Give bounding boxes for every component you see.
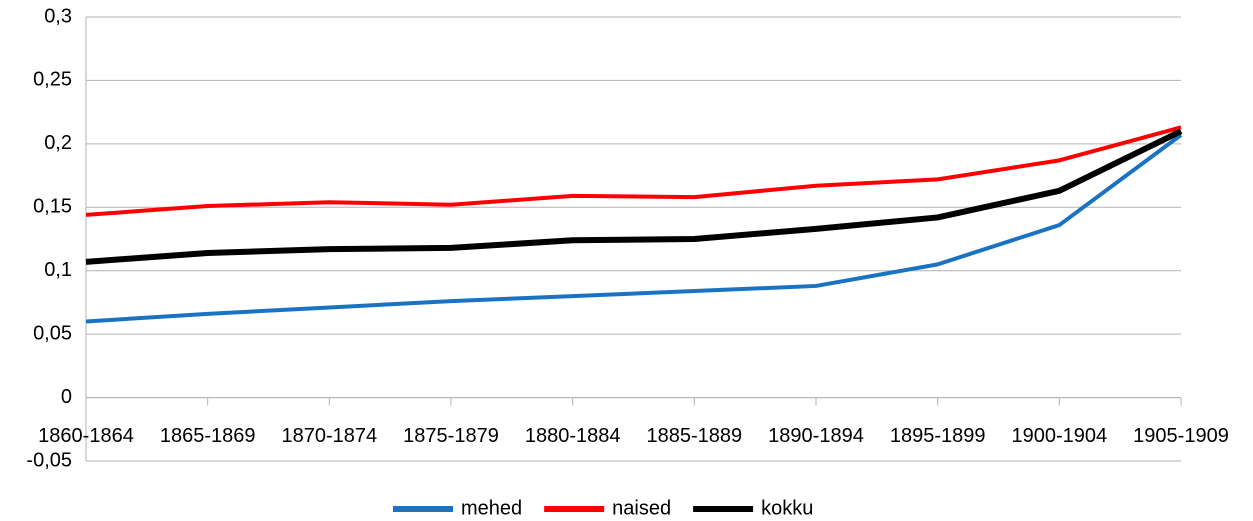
y-tick-label: 0,3	[44, 5, 72, 27]
x-tick-label: 1900-1904	[1012, 425, 1108, 447]
series-line	[85, 133, 1183, 324]
x-tick-label: 1890-1894	[768, 425, 864, 447]
x-tick-label: 1870-1874	[282, 425, 378, 447]
series-line	[85, 125, 1182, 217]
y-tick-label: 0,25	[33, 69, 72, 91]
y-tick-label: 0,2	[44, 132, 72, 154]
y-tick-label: 0,1	[44, 259, 72, 281]
x-tick-label: 1905-1909	[1133, 425, 1229, 447]
y-tick-label: -0,05	[26, 449, 72, 471]
y-tick-label: 0,15	[33, 196, 72, 218]
x-tick-label: 1875-1879	[403, 425, 499, 447]
y-tick-label: 0,05	[33, 322, 72, 344]
legend-label: mehed	[461, 497, 522, 519]
x-tick-label: 1860-1864	[38, 425, 134, 447]
series-line	[85, 128, 1183, 265]
x-tick-label: 1885-1889	[647, 425, 743, 447]
legend-label: kokku	[761, 497, 813, 519]
x-tick-label: 1880-1884	[525, 425, 621, 447]
x-tick-label: 1865-1869	[160, 425, 256, 447]
y-tick-label: 0	[61, 386, 72, 408]
legend-label: naised	[612, 497, 671, 519]
x-tick-label: 1895-1899	[890, 425, 986, 447]
